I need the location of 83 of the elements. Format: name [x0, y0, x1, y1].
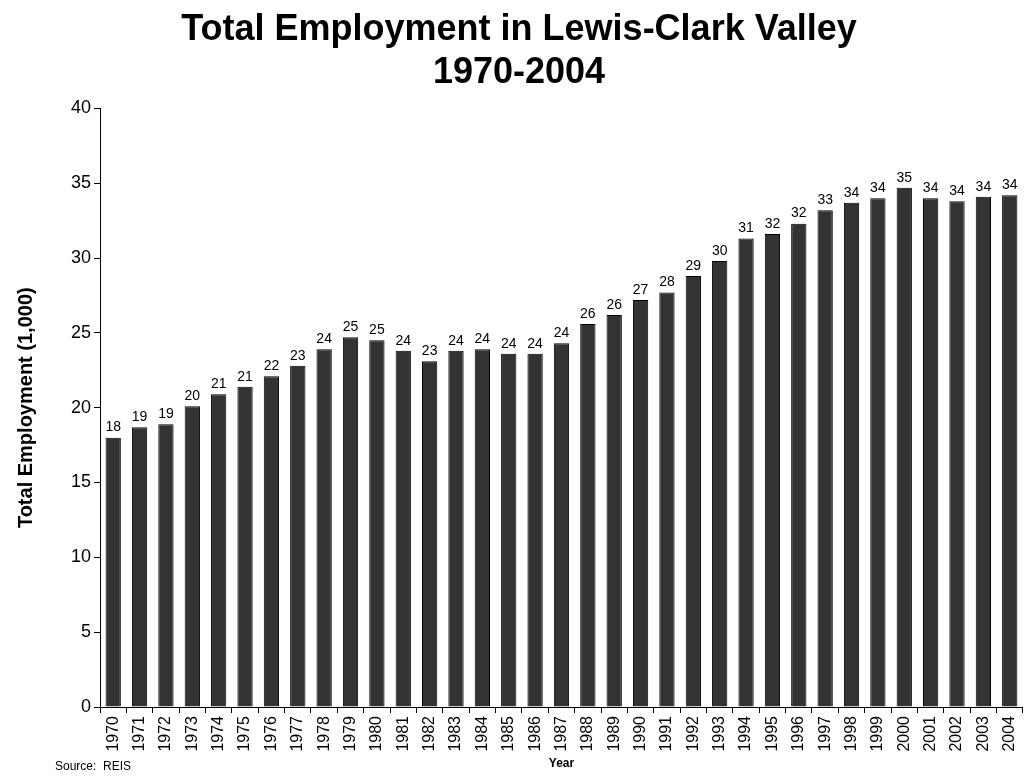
data-label: 24 — [395, 331, 412, 348]
y-tick-label: 10 — [70, 546, 92, 567]
data-label: 24 — [527, 334, 544, 351]
data-label: 21 — [237, 367, 254, 384]
y-tick-label: 25 — [70, 321, 92, 342]
data-label: 31 — [738, 219, 755, 236]
data-label: 22 — [263, 357, 280, 374]
data-label: 27 — [632, 280, 649, 297]
data-label: 34 — [843, 183, 860, 200]
data-label: 24 — [500, 334, 517, 351]
data-label: 30 — [711, 241, 728, 258]
x-tick-label: 1994 — [736, 715, 754, 752]
data-label: 21 — [210, 375, 227, 392]
source-note: Source: REIS — [55, 759, 132, 774]
x-tick-label: 1973 — [182, 715, 200, 752]
data-label: 34 — [870, 179, 886, 196]
x-tick-label: 1991 — [657, 715, 675, 752]
data-label: 29 — [685, 256, 702, 273]
x-tick-label: 1977 — [288, 715, 306, 752]
data-label: 23 — [290, 346, 306, 363]
x-tick-label: 1993 — [710, 715, 728, 752]
x-tick-label: 1988 — [578, 715, 596, 752]
x-tick-label: 1974 — [209, 715, 227, 752]
data-label: 34 — [1001, 176, 1018, 193]
x-tick-label: 1995 — [762, 715, 780, 752]
x-tick-label: 2003 — [973, 715, 991, 752]
x-tick-label: 1999 — [868, 715, 886, 752]
data-label: 24 — [474, 330, 491, 347]
data-label: 34 — [922, 179, 939, 196]
y-tick-label: 5 — [81, 621, 92, 642]
x-tick-label: 1998 — [841, 715, 859, 752]
x-tick-label: 1992 — [683, 715, 701, 752]
y-axis-title: Total Employment (1,000) — [13, 287, 36, 529]
data-label: 20 — [184, 387, 201, 404]
x-tick-label: 1982 — [420, 715, 438, 752]
y-tick-label: 40 — [70, 97, 92, 118]
x-tick-label: 1978 — [314, 715, 332, 752]
x-tick-label: 2002 — [947, 715, 965, 752]
x-tick-label: 1985 — [499, 715, 517, 752]
x-tick-label: 1970 — [103, 715, 121, 752]
x-tick-label: 1983 — [446, 715, 464, 752]
data-label: 24 — [553, 324, 570, 341]
x-tick-label: 1971 — [129, 715, 147, 752]
x-tick-label: 2000 — [894, 715, 912, 752]
x-tick-label: 1981 — [393, 715, 411, 752]
data-label: 28 — [659, 273, 675, 290]
data-label: 19 — [158, 405, 174, 422]
x-tick-label: 1979 — [340, 715, 358, 752]
x-tick-label: 1980 — [367, 715, 385, 752]
y-tick-label: 15 — [70, 471, 92, 492]
data-label: 34 — [949, 182, 965, 199]
data-label: 33 — [817, 191, 834, 208]
data-label: 24 — [448, 331, 464, 348]
x-tick-label: 1976 — [261, 715, 279, 752]
x-tick-label: 1975 — [235, 715, 253, 752]
x-tick-label: 1984 — [472, 715, 490, 752]
data-label: 23 — [421, 342, 438, 359]
x-tick-label: 1989 — [604, 715, 622, 752]
data-label: 26 — [606, 295, 623, 312]
x-tick-label: 1972 — [156, 715, 174, 752]
data-label: 25 — [369, 321, 385, 338]
data-label: 34 — [975, 177, 992, 194]
x-axis-title: Year — [548, 756, 575, 771]
data-label: 26 — [580, 304, 596, 321]
data-label: 25 — [342, 318, 359, 335]
x-tick-label: 2004 — [1000, 715, 1018, 752]
x-tick-label: 1986 — [525, 715, 543, 752]
data-label: 32 — [764, 214, 781, 231]
y-tick-label: 35 — [70, 172, 92, 193]
data-label: 19 — [131, 408, 148, 425]
data-label: 32 — [791, 204, 807, 221]
x-tick-label: 1996 — [789, 715, 807, 752]
x-tick-label: 1997 — [815, 715, 833, 752]
data-label: 24 — [316, 330, 333, 347]
chart-title: Total Employment in Lewis-Clark Valley 1970-2004 — [181, 6, 857, 91]
y-tick-label: 0 — [81, 695, 92, 716]
data-label: 18 — [105, 418, 122, 435]
y-tick-label: 30 — [70, 247, 92, 268]
x-tick-label: 1987 — [551, 715, 569, 752]
data-label: 35 — [896, 168, 913, 185]
x-tick-label: 2001 — [921, 715, 939, 752]
y-tick-label: 20 — [70, 396, 92, 417]
x-tick-label: 1990 — [630, 715, 648, 752]
